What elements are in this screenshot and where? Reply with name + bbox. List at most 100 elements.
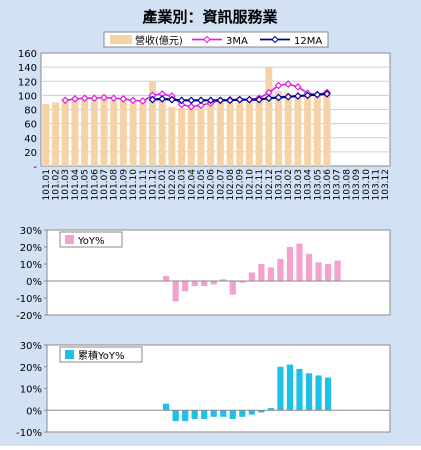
line-3ma xyxy=(65,83,328,108)
x-tick-label: 103.03 xyxy=(294,169,304,201)
bar-revenue xyxy=(42,103,50,166)
y-tick-label: 30% xyxy=(20,226,42,237)
point-12ma xyxy=(274,93,283,102)
point-12ma xyxy=(158,95,167,103)
bar-revenue xyxy=(168,106,176,166)
bar-yoy xyxy=(277,258,284,281)
bar-yoy xyxy=(267,267,274,281)
bar-revenue xyxy=(304,95,312,166)
bar-revenue xyxy=(294,94,302,166)
point-12ma xyxy=(303,91,312,100)
point-3ma xyxy=(71,95,79,103)
y-tick-label: 20% xyxy=(20,243,42,254)
point-12ma xyxy=(323,90,331,98)
point-3ma xyxy=(177,100,186,109)
point-12ma xyxy=(294,92,302,100)
bar-revenue xyxy=(148,80,156,166)
x-tick-label: 101.05 xyxy=(81,169,91,201)
bar-revenue xyxy=(81,97,89,166)
legend-label: YoY% xyxy=(77,236,105,247)
legend: 累積YoY% xyxy=(59,346,143,363)
y-tick-label: 20% xyxy=(20,363,42,374)
bar-revenue xyxy=(236,98,244,166)
bar-yoy xyxy=(334,260,341,281)
bar-cumulative-yoy xyxy=(324,377,332,411)
point-3ma xyxy=(109,94,118,103)
bar-cumulative-yoy xyxy=(201,410,208,419)
bar-revenue xyxy=(255,95,263,166)
bar-revenue xyxy=(61,98,69,166)
x-tick-label: 101.07 xyxy=(100,169,110,201)
bar-cumulative-yoy xyxy=(163,403,170,411)
bar-revenue xyxy=(313,93,321,166)
x-tick-label: 103.08 xyxy=(342,169,352,201)
x-tick-label: 103.07 xyxy=(333,169,343,201)
point-3ma xyxy=(80,94,89,103)
bar-revenue xyxy=(197,103,205,166)
point-12ma xyxy=(168,95,176,104)
x-tick-label: 101.01 xyxy=(42,169,52,201)
legend-label: 累積YoY% xyxy=(78,349,125,362)
point-12ma xyxy=(255,95,263,104)
x-tick-label: 102.08 xyxy=(226,169,236,201)
point-12ma xyxy=(245,95,254,104)
x-tick-label: 101.06 xyxy=(90,169,100,201)
point-3ma xyxy=(197,101,205,110)
x-tick-label: 103.05 xyxy=(313,169,323,201)
point-3ma xyxy=(187,102,196,111)
bar-yoy xyxy=(172,281,179,302)
chart-title: 產業別：資訊服務業 xyxy=(141,8,278,26)
bar-revenue xyxy=(323,89,331,166)
legend-box xyxy=(59,346,143,363)
bar-cumulative-yoy xyxy=(210,410,217,417)
bar-revenue xyxy=(275,91,283,166)
point-12ma xyxy=(284,92,293,101)
bar-revenue xyxy=(284,92,292,166)
legend-marker-3ma xyxy=(203,35,211,44)
bar-revenue xyxy=(71,99,79,166)
bar-yoy xyxy=(315,262,322,281)
point-12ma xyxy=(148,95,157,104)
bar-yoy xyxy=(248,272,255,281)
bar-revenue xyxy=(119,98,127,166)
bar-cumulative-yoy xyxy=(220,410,227,417)
x-tick-label: 103.12 xyxy=(381,169,391,201)
bar-revenue xyxy=(100,98,108,166)
x-tick-label: 102.02 xyxy=(168,169,178,201)
bar-yoy xyxy=(305,253,313,281)
point-3ma xyxy=(284,80,293,88)
y-tick-label: - xyxy=(33,162,37,173)
bar-yoy xyxy=(220,279,227,281)
y-tick-label: 0% xyxy=(26,277,42,288)
bar-yoy xyxy=(210,281,217,285)
legend-label-12ma: 12MA xyxy=(294,36,322,47)
legend-swatch xyxy=(65,350,74,359)
point-12ma xyxy=(177,96,186,105)
bar-revenue xyxy=(245,99,253,166)
bar-cumulative-yoy xyxy=(277,366,284,411)
bar-cumulative-yoy xyxy=(191,410,198,419)
y-tick-label: 20 xyxy=(24,148,37,159)
point-3ma xyxy=(129,96,137,105)
x-tick-label: 101.03 xyxy=(61,169,71,201)
y-tick-label: 100 xyxy=(18,91,37,102)
y-tick-label: 10% xyxy=(20,260,42,271)
bar-yoy xyxy=(229,281,236,295)
bar-revenue xyxy=(139,101,147,166)
x-tick-label: 101.02 xyxy=(52,169,62,201)
point-12ma xyxy=(235,95,244,104)
bar-revenue xyxy=(110,100,118,166)
bar-yoy xyxy=(163,275,170,281)
bar-revenue xyxy=(90,98,98,166)
legend-swatch xyxy=(65,235,74,244)
bar-revenue xyxy=(216,98,224,166)
x-tick-label: 103.01 xyxy=(275,169,285,201)
x-tick-label: 102.03 xyxy=(178,169,188,201)
x-tick-label: 101.09 xyxy=(119,169,129,201)
y-tick-label: 160 xyxy=(18,49,37,60)
bar-yoy xyxy=(191,281,198,287)
bar-revenue xyxy=(207,99,215,166)
bar-cumulative-yoy xyxy=(182,410,189,422)
